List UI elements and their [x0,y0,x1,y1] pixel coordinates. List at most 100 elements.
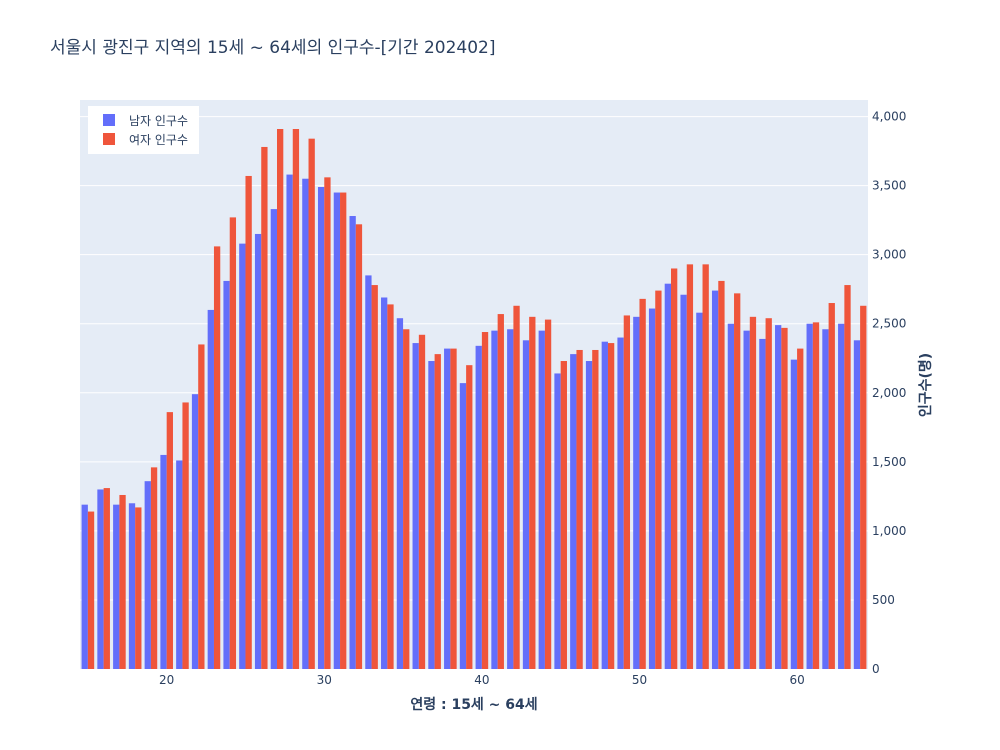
bar-male[interactable] [601,341,608,669]
bar-female[interactable] [576,349,583,669]
bar-female[interactable] [513,305,520,669]
bar-female[interactable] [560,361,567,669]
bar-female[interactable] [844,285,851,669]
bar-male[interactable] [633,316,640,669]
bar-female[interactable] [797,348,804,669]
bar-female[interactable] [87,511,95,669]
bar-female[interactable] [198,344,205,669]
bar-male[interactable] [254,233,262,669]
bar-female[interactable] [686,264,694,669]
bar-female[interactable] [371,285,378,669]
bar-male[interactable] [554,373,561,669]
bar-female[interactable] [277,129,284,669]
bar-male[interactable] [239,243,246,669]
bar-male[interactable] [617,337,624,669]
bar-female[interactable] [418,334,426,669]
bar-female[interactable] [529,316,536,669]
bar-female[interactable] [828,303,835,669]
legend-swatch-female[interactable] [103,133,115,145]
bar-male[interactable] [743,330,750,669]
bar-male[interactable] [428,361,435,669]
bar-male[interactable] [97,489,104,669]
bar-male[interactable] [522,340,530,669]
bar-male[interactable] [160,454,167,669]
bar-male[interactable] [585,361,593,669]
bar-male[interactable] [113,504,120,669]
bar-female[interactable] [607,343,615,669]
bar-male[interactable] [302,178,309,669]
bar-female[interactable] [150,467,158,669]
bar-male[interactable] [664,283,671,669]
bar-male[interactable] [270,209,277,669]
bar-female[interactable] [702,264,709,669]
bar-male[interactable] [648,308,656,669]
bar-male[interactable] [475,345,482,669]
bar-female[interactable] [403,329,410,669]
bar-male[interactable] [790,359,798,669]
bar-female[interactable] [749,316,757,669]
bar-male[interactable] [507,329,514,669]
bar-male[interactable] [286,174,293,669]
bar-female[interactable] [245,175,252,669]
legend-label-female[interactable]: 여자 인구수 [129,133,188,147]
bar-female[interactable] [466,365,473,669]
bar-male[interactable] [144,481,151,669]
bar-male[interactable] [191,394,199,669]
bar-male[interactable] [444,348,451,669]
bar-male[interactable] [412,343,419,669]
bar-female[interactable] [119,494,126,669]
bar-female[interactable] [340,192,347,669]
bar-female[interactable] [229,217,237,669]
bar-female[interactable] [308,138,315,669]
bar-female[interactable] [324,177,331,669]
bar-male[interactable] [349,216,356,669]
legend-label-male[interactable]: 남자 인구수 [129,114,188,128]
bar-male[interactable] [317,187,325,670]
bar-female[interactable] [671,268,678,669]
bar-female[interactable] [812,322,820,669]
bar-male[interactable] [207,309,214,669]
bar-female[interactable] [261,146,268,670]
bar-male[interactable] [365,275,372,669]
bar-male[interactable] [381,297,388,669]
bar-female[interactable] [718,280,725,669]
bar-male[interactable] [853,340,861,669]
bar-male[interactable] [333,192,341,669]
bar-female[interactable] [734,293,741,669]
bar-female[interactable] [781,327,788,669]
bar-male[interactable] [176,460,183,669]
bar-female[interactable] [639,298,646,669]
bar-male[interactable] [696,312,703,669]
bar-male[interactable] [459,383,467,669]
bar-male[interactable] [570,354,577,669]
bar-female[interactable] [355,224,363,669]
legend[interactable]: 남자 인구수 여자 인구수 [88,106,199,154]
bar-female[interactable] [387,304,394,669]
bar-male[interactable] [491,330,498,669]
bar-female[interactable] [292,129,300,669]
bar-male[interactable] [680,294,687,669]
bar-female[interactable] [213,246,221,670]
legend-swatch-male[interactable] [103,114,115,126]
bar-female[interactable] [434,354,441,669]
bar-male[interactable] [759,338,766,669]
bar-female[interactable] [182,402,189,669]
bar-female[interactable] [544,319,552,669]
bar-female[interactable] [481,332,489,669]
bar-male[interactable] [81,504,88,669]
bar-male[interactable] [711,290,719,669]
bar-female[interactable] [166,412,173,669]
bar-female[interactable] [860,305,867,669]
bar-female[interactable] [623,315,631,669]
bar-male[interactable] [822,329,829,669]
bar-male[interactable] [128,503,136,669]
bar-male[interactable] [727,323,735,669]
bar-female[interactable] [103,488,110,669]
bar-male[interactable] [838,323,845,669]
bar-male[interactable] [396,318,404,669]
bar-female[interactable] [450,348,457,669]
bar-male[interactable] [806,323,813,669]
bar-female[interactable] [592,349,599,669]
bar-female[interactable] [135,507,142,669]
